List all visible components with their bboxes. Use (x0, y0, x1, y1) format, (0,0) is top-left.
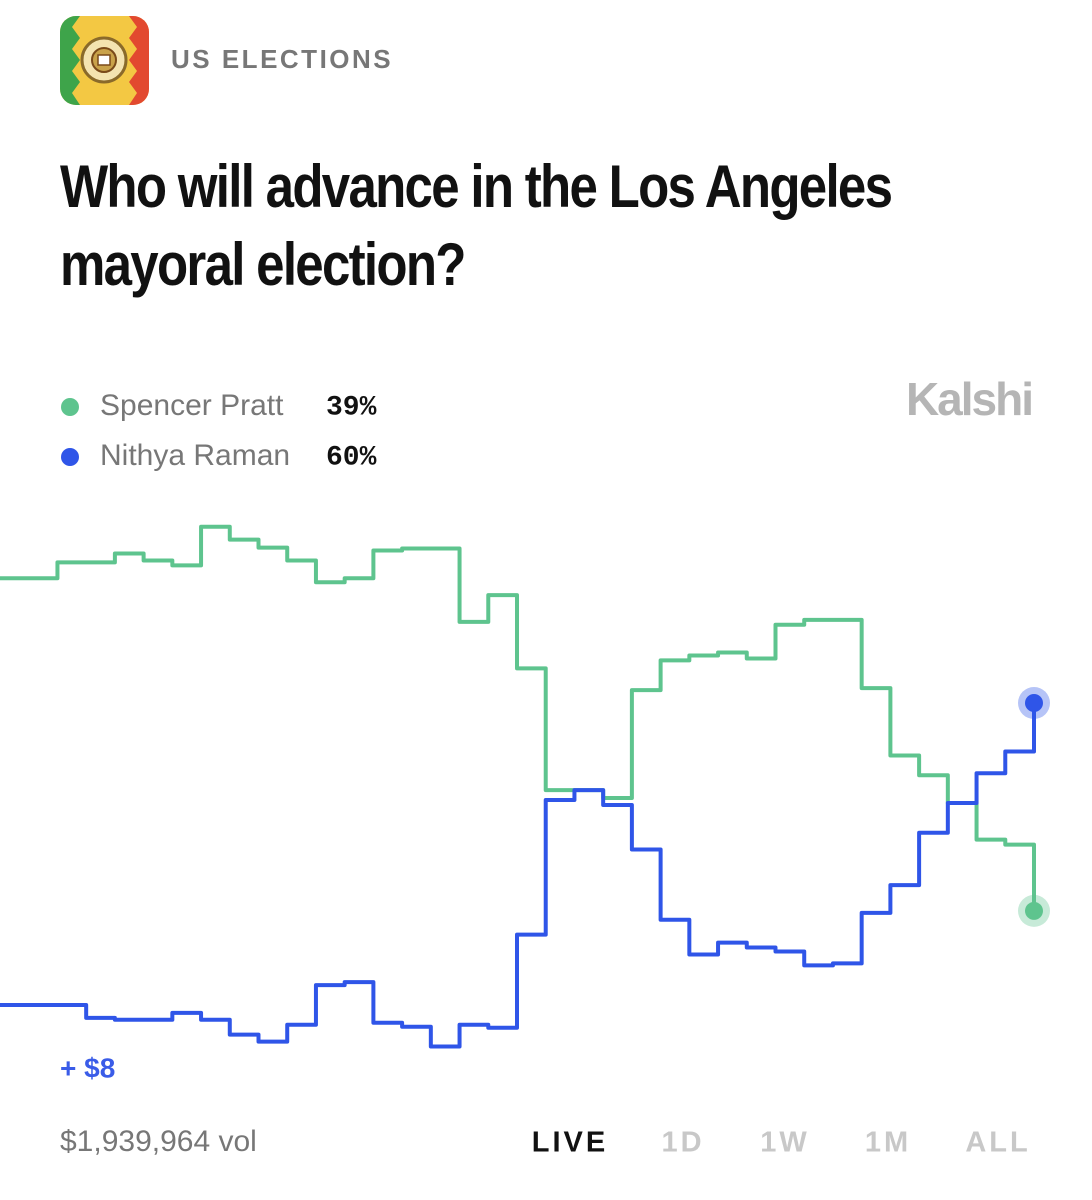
legend-name: Nithya Raman (100, 439, 290, 472)
range-tab[interactable]: 1W (760, 1127, 810, 1159)
range-tab[interactable]: ALL (965, 1127, 1030, 1159)
category-label: US ELECTIONS (171, 44, 393, 74)
volume: $1,939,964 vol (60, 1125, 257, 1158)
range-tab[interactable]: 1M (865, 1127, 911, 1159)
end-point (1025, 694, 1043, 712)
pnl-change: + $8 (60, 1052, 115, 1083)
legend-marker (61, 398, 79, 416)
range-tab[interactable]: 1D (661, 1127, 704, 1159)
legend-value: 60% (326, 442, 377, 473)
price-line (0, 524, 1036, 911)
range-tab[interactable]: LIVE (532, 1127, 608, 1159)
end-point (1025, 901, 1043, 920)
price-line (0, 703, 1036, 1049)
plot-area (0, 524, 1050, 1049)
market-title: Who will advance in the Los Angeles mayo… (60, 153, 893, 298)
legend-value: 39% (326, 392, 377, 423)
brand-logo: Kalshi (906, 373, 1032, 425)
market-icon (60, 16, 149, 105)
legend-name: Spencer Pratt (100, 389, 284, 422)
legend-marker (61, 448, 79, 466)
